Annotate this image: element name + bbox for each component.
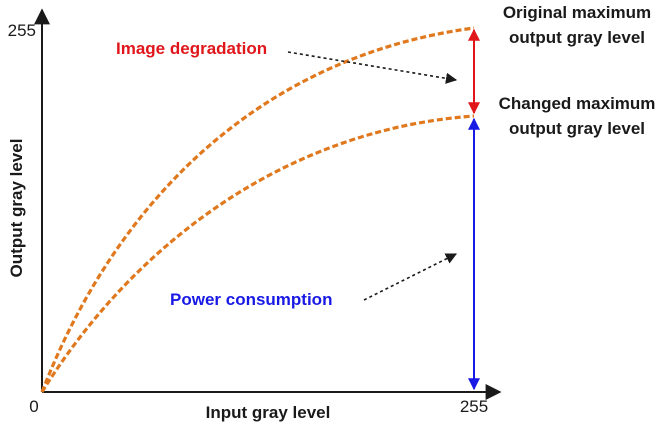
original-max-label-line2: output gray level <box>509 28 645 47</box>
degradation-pointer <box>287 51 458 84</box>
x-axis-title: Input gray level <box>206 403 331 422</box>
power-consumption-label: Power consumption <box>170 290 332 309</box>
original-max-label-line1: Original maximum <box>503 3 651 22</box>
x-tick-0: 0 <box>29 397 38 416</box>
original-curve <box>40 26 475 393</box>
x-tick-255: 255 <box>460 397 488 416</box>
power-pointer <box>363 253 458 301</box>
y-axis-title: Output gray level <box>7 139 26 278</box>
y-tick-255: 255 <box>8 21 36 40</box>
changed-max-label-line1: Changed maximum <box>499 94 656 113</box>
changed-curve <box>40 114 475 393</box>
changed-max-label-line2: output gray level <box>509 119 645 138</box>
image-degradation-label: Image degradation <box>116 39 267 58</box>
